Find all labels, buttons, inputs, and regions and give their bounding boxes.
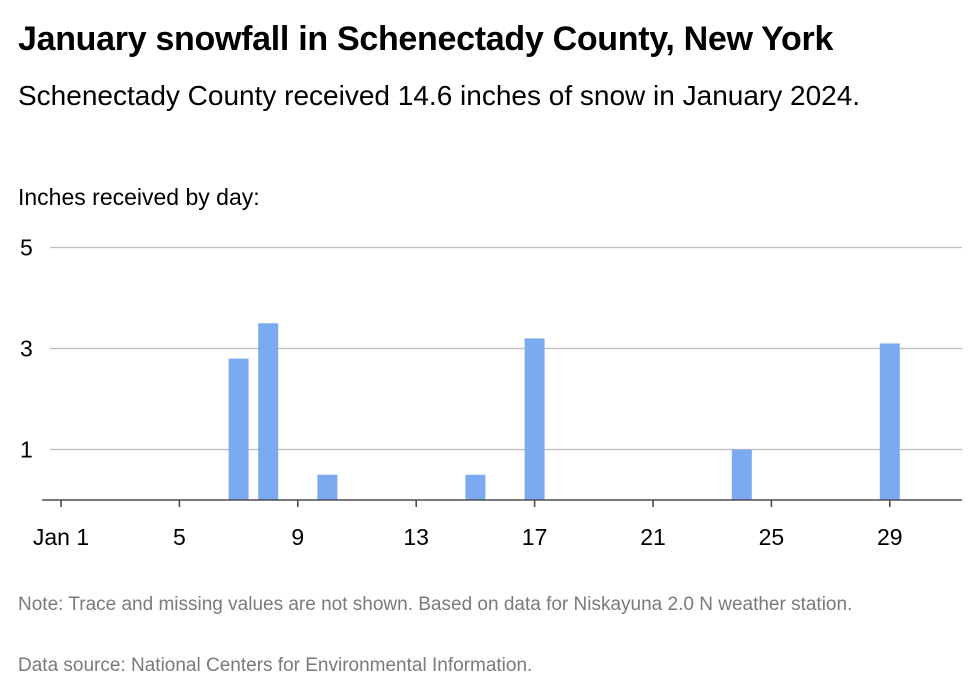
- bar-day-29: [879, 343, 900, 500]
- chart-title: January snowfall in Schenectady County, …: [18, 20, 834, 58]
- bar-day-24: [731, 449, 752, 500]
- data-source: Data source: National Centers for Enviro…: [18, 655, 533, 676]
- bar-day-8: [258, 323, 279, 500]
- x-tick-label: 17: [522, 524, 548, 550]
- bar-day-15: [465, 474, 486, 500]
- bar-day-10: [317, 474, 338, 500]
- x-tick-label: 5: [173, 524, 186, 550]
- x-tick-label: 29: [877, 524, 903, 550]
- y-tick-label: 5: [20, 235, 33, 261]
- x-axis: [42, 499, 962, 507]
- x-tick-label: Jan 1: [33, 524, 89, 550]
- chart-subtitle: Schenectady County received 14.6 inches …: [18, 80, 861, 111]
- bars: [228, 323, 900, 500]
- y-tick-label: 1: [20, 437, 33, 463]
- x-tick-label: 21: [640, 524, 666, 550]
- y-axis-label: Inches received by day:: [18, 184, 260, 210]
- x-tick-label: 13: [403, 524, 429, 550]
- chart-note: Note: Trace and missing values are not s…: [18, 594, 853, 615]
- gridlines: [50, 246, 962, 451]
- bar-day-7: [228, 358, 249, 500]
- x-tick-label: 25: [759, 524, 785, 550]
- bar-day-17: [524, 338, 545, 500]
- y-tick-label: 3: [20, 336, 33, 362]
- x-tick-label: 9: [291, 524, 304, 550]
